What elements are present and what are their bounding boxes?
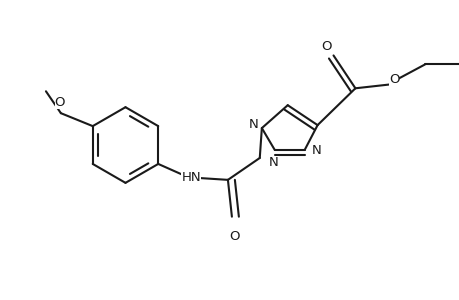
Text: O: O — [388, 73, 398, 86]
Text: N: N — [311, 143, 321, 157]
Text: O: O — [320, 40, 331, 53]
Text: O: O — [55, 96, 65, 109]
Text: N: N — [269, 156, 278, 170]
Text: N: N — [248, 118, 258, 130]
Text: O: O — [229, 230, 240, 243]
Text: HN: HN — [181, 171, 201, 184]
